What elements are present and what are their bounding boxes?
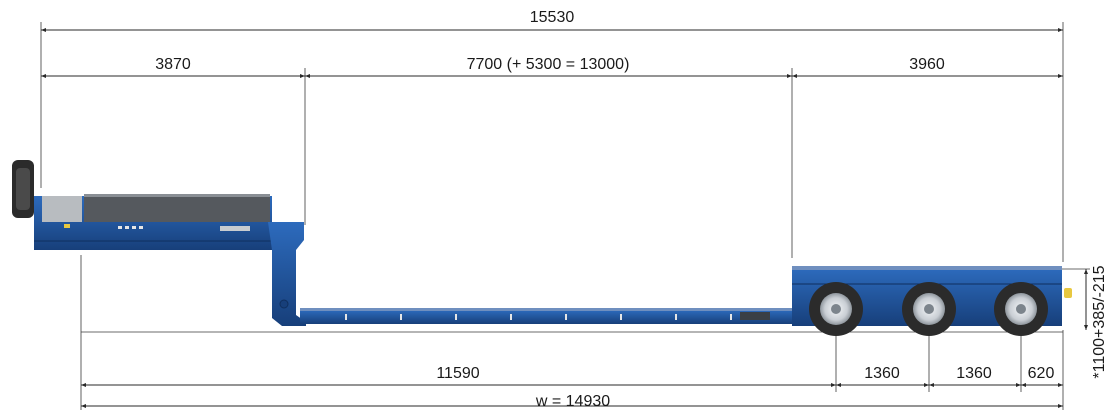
gooseneck-deck xyxy=(84,196,270,222)
rear-section-length-label: 3960 xyxy=(909,56,945,73)
low-deck xyxy=(300,310,796,324)
front-panel xyxy=(42,196,82,222)
deck-length-label: 7700 (+ 5300 = 13000) xyxy=(467,56,630,73)
axle-spacing-2-label: 1360 xyxy=(956,365,992,382)
front-to-first-axle-label: 11590 xyxy=(436,365,479,382)
overall-length-label: 15530 xyxy=(530,9,575,26)
axle-spacing-1-label: 1360 xyxy=(864,365,900,382)
gooseneck-length-label: 3870 xyxy=(155,56,191,73)
trailer-illustration xyxy=(12,160,1072,336)
wheel-2 xyxy=(902,282,956,336)
wheelbase-label: w = 14930 xyxy=(535,393,610,410)
dimension-lines xyxy=(41,28,1088,408)
wheel-1 xyxy=(809,282,863,336)
extension-lines xyxy=(40,22,1090,410)
dimension-labels: 15530 3870 7700 (+ 5300 = 13000) 3960 11… xyxy=(155,9,1104,410)
wheel-3 xyxy=(994,282,1048,336)
loading-height-label: *1100+385/-215 xyxy=(1091,265,1104,378)
gooseneck-neck xyxy=(268,222,306,326)
rear-overhang-label: 620 xyxy=(1028,365,1055,382)
